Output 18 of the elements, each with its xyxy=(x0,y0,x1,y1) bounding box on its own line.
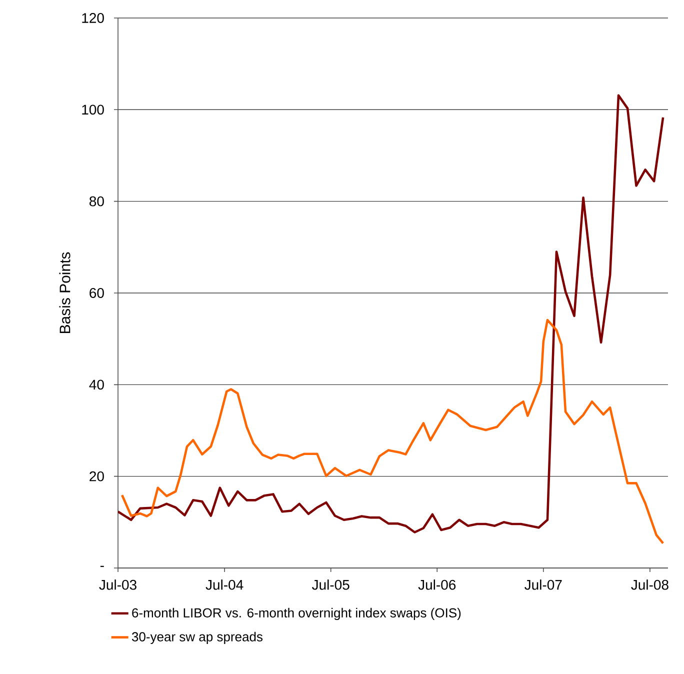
x-tick-label: Jul-05 xyxy=(312,580,350,590)
x-tick-label: Jul-04 xyxy=(206,580,244,590)
legend-label: 30-year sw ap spreads xyxy=(132,632,262,644)
x-tick-label: Jul-03 xyxy=(99,580,136,590)
y-axis-title: Basis Points xyxy=(59,252,70,334)
y-tick-label: 80 xyxy=(90,196,104,206)
line-series xyxy=(120,318,664,544)
x-tick-label: Jul-06 xyxy=(418,580,456,590)
x-tick-label: Jul-08 xyxy=(631,580,668,590)
legend-label: 6-month LIBOR vs. 6-month overnight index swaps (OIS) xyxy=(132,608,461,620)
y-tick-label: 20 xyxy=(90,471,104,482)
line-series xyxy=(118,94,664,534)
y-tick-label: - xyxy=(100,566,104,567)
y-tick-label: 120 xyxy=(82,13,104,23)
y-tick-label: 40 xyxy=(89,380,104,390)
x-tick-label: Jul-07 xyxy=(524,580,562,590)
y-tick-label: 60 xyxy=(90,288,104,298)
y-tick-label: 100 xyxy=(82,104,104,115)
